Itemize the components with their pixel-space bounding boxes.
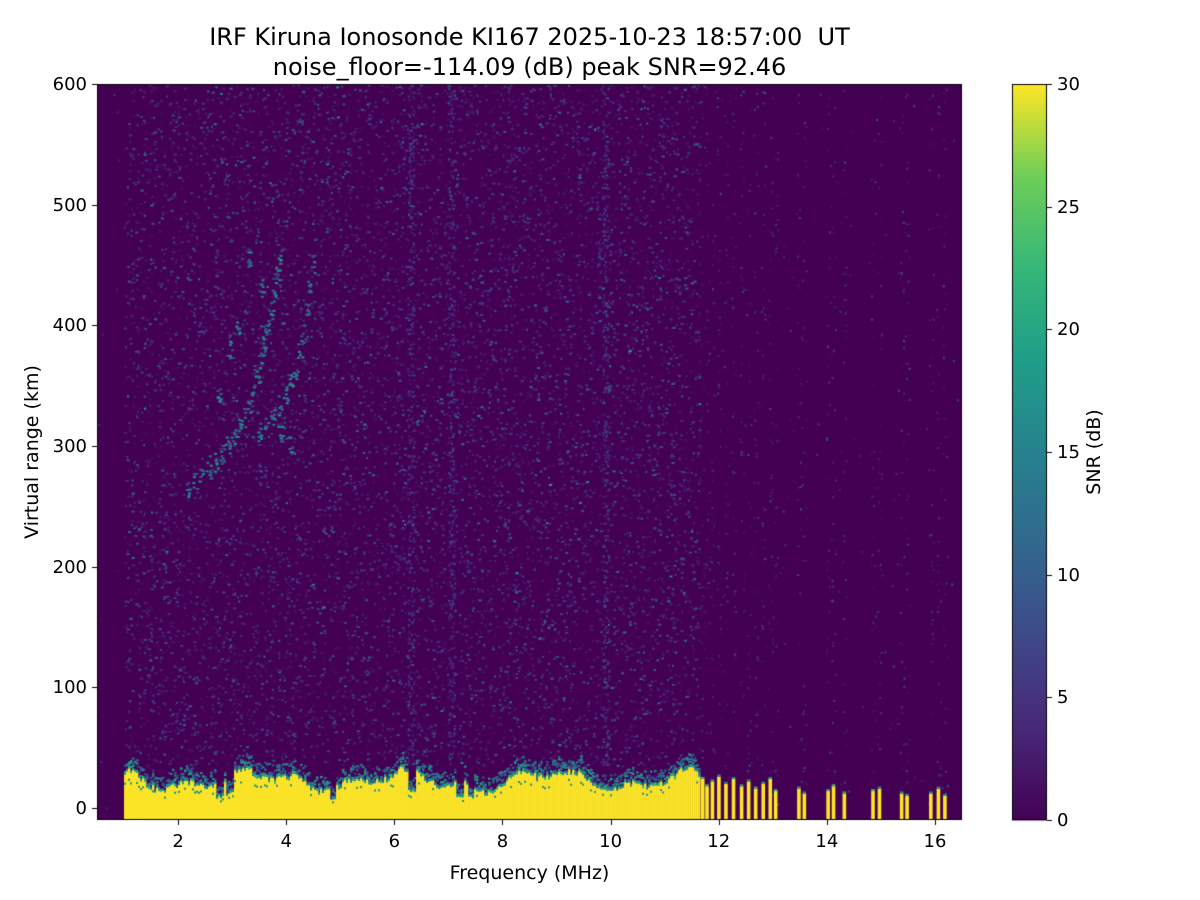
x-tick-label: 12 — [707, 831, 731, 852]
x-tick-label: 10 — [599, 831, 623, 852]
x-tick-label: 16 — [923, 831, 947, 852]
colorbar-tick-label: 5 — [1057, 687, 1069, 709]
y-tick-label: 500 — [52, 194, 87, 216]
colorbar-tick-label: 15 — [1057, 442, 1080, 463]
colorbar-tick-label: 25 — [1057, 196, 1080, 218]
colorbar-tick-label: 10 — [1057, 564, 1080, 586]
y-tick-label: 400 — [52, 315, 87, 337]
colorbar-tick-label: 20 — [1057, 319, 1080, 341]
colorbar-tick-label: 0 — [1057, 810, 1069, 831]
y-tick-label: 0 — [75, 797, 87, 819]
x-axis-label: Frequency (MHz) — [449, 862, 610, 884]
colorbar-label: SNR (dB) — [1083, 409, 1105, 495]
x-tick-label: 6 — [388, 831, 401, 852]
y-tick-label: 300 — [52, 435, 87, 457]
x-tick-label: 8 — [496, 831, 509, 852]
chart-subtitle: noise_floor=-114.09 (dB) peak SNR=92.46 — [272, 53, 787, 81]
x-tick-label: 2 — [172, 831, 184, 852]
chart-title: IRF Kiruna Ionosonde KI167 2025-10-23 18… — [209, 23, 850, 51]
y-tick-label: 200 — [52, 556, 87, 578]
x-tick-label: 14 — [815, 831, 839, 852]
y-tick-label: 600 — [52, 74, 87, 95]
y-tick-label: 100 — [52, 677, 87, 699]
colorbar-tick-label: 30 — [1057, 74, 1080, 95]
x-tick-label: 4 — [280, 831, 292, 852]
